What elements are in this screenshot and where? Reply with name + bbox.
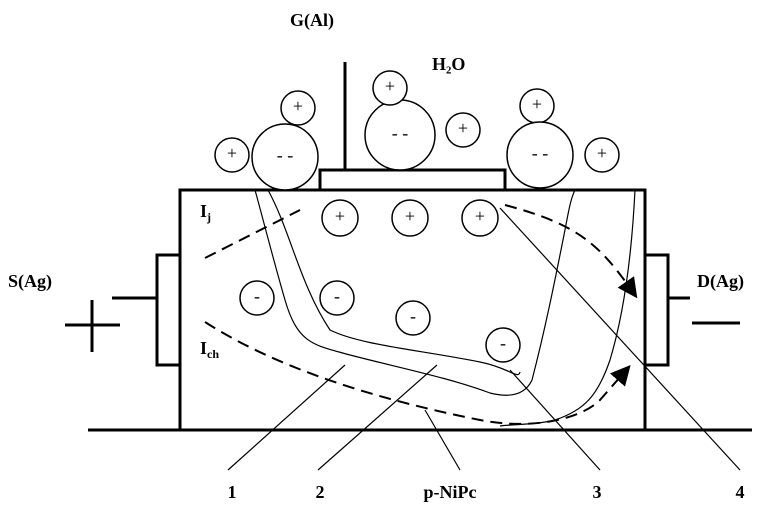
leader-line [317,364,438,471]
leader-line [227,364,346,471]
electron [395,300,431,336]
channel-current [204,321,631,425]
current-symbol: I [200,201,207,221]
callout-label: 2 [316,482,325,502]
gate-label: G(Al) [290,10,334,31]
outer-ion-sign: + [227,143,237,163]
hole [391,199,429,237]
source-label: S(Ag) [8,271,52,292]
outer-ion [251,123,319,191]
outer-ion [372,70,408,106]
outer-ion [214,137,250,173]
outer-ion-sign: + [458,118,468,138]
leader-line [424,409,461,471]
boundary-2 [267,189,521,376]
current-symbol: I [200,338,207,358]
electron-sign: - [254,286,260,306]
callout-label: 3 [593,482,602,502]
outer-ion-sign: - - [277,145,294,165]
current-subscript: ch [207,347,219,361]
junction-current [204,209,301,259]
drain-contact [643,253,670,367]
electron-sign: - [334,286,340,306]
outer-ion-sign: + [597,143,607,163]
hole-sign: + [475,206,485,226]
boundary-3 [499,189,636,427]
hole-sign: + [405,206,415,226]
electron [485,327,521,363]
outer-ion-sign: - - [532,143,549,163]
source-contact [155,253,182,367]
hole [321,199,359,237]
outer-ion [445,112,481,148]
hole-sign: + [335,206,345,226]
leader-line [499,207,741,471]
drain-label: D(Ag) [697,271,744,292]
electron-sign: - [500,333,506,353]
current-label: Ij [200,201,211,224]
callout-label: 4 [736,482,745,502]
electron [239,280,275,316]
electron [319,280,355,316]
callout-label: p-NiPc [424,482,477,502]
boundary-1 [254,189,576,396]
callout-label: 1 [228,482,237,502]
outer-ion [506,121,574,189]
water-label: H₂O [432,54,465,74]
leader-line [509,369,601,471]
gate-plate [318,168,507,192]
electron-sign: - [410,306,416,326]
outer-ion [584,137,620,173]
outer-ion [280,90,316,126]
junction-current [504,204,638,299]
current-label: Ich [200,338,219,361]
outer-ion-sign: - - [392,123,409,143]
outer-ion-sign: + [293,96,303,116]
outer-ion-sign: + [532,94,542,114]
current-subscript: j [206,210,211,224]
hole [461,199,499,237]
outer-ion-sign: + [385,76,395,96]
